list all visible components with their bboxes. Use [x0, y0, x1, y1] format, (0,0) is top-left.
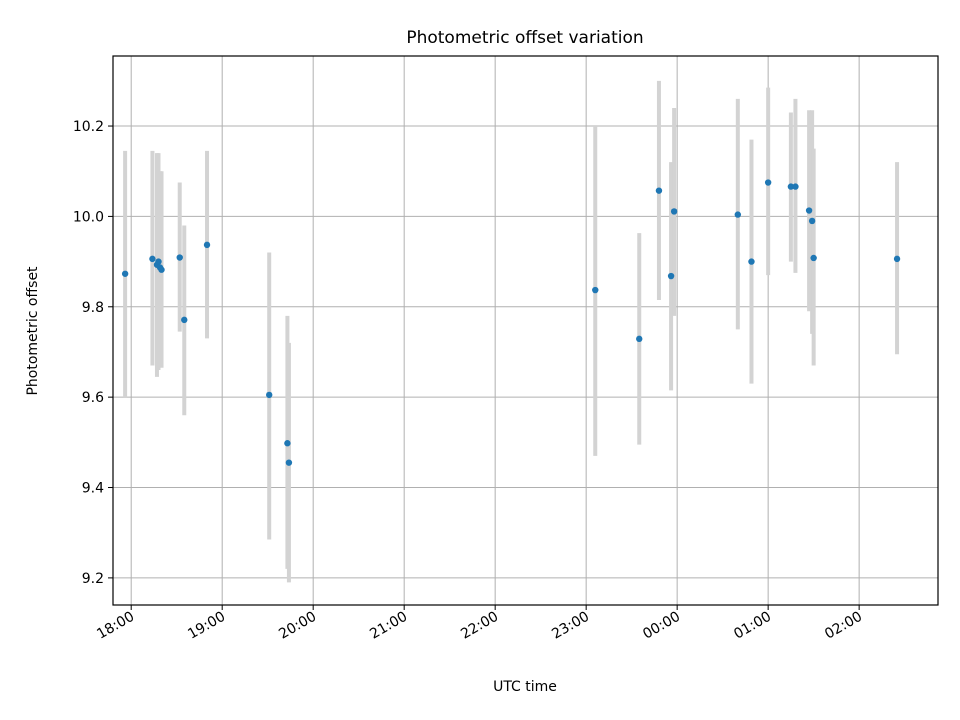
y-tick-label: 10.0 [73, 209, 104, 225]
y-tick-label: 9.6 [82, 390, 104, 406]
data-point [805, 207, 813, 214]
y-tick-label: 9.2 [82, 571, 104, 587]
y-tick-label: 9.8 [82, 300, 104, 316]
data-point [284, 440, 291, 447]
data-points [121, 179, 901, 466]
data-point [121, 270, 129, 277]
y-tick-label: 9.4 [82, 481, 104, 497]
data-point [285, 459, 293, 466]
x-tick-label: 22:00 [458, 609, 501, 643]
x-tick-label: 20:00 [276, 609, 319, 643]
data-point [787, 183, 795, 190]
data-point [266, 391, 273, 399]
x-tick-label: 23:00 [549, 609, 592, 643]
data-point [792, 183, 799, 190]
y-axis-label: Photometric offset [25, 266, 41, 396]
data-point [734, 211, 742, 218]
x-tick-label: 18:00 [94, 609, 137, 643]
data-point [808, 217, 816, 225]
data-point [893, 255, 901, 263]
data-point [764, 179, 772, 186]
data-point [155, 258, 162, 265]
data-point [158, 266, 165, 273]
chart-title: Photometric offset variation [406, 28, 643, 48]
data-point [655, 187, 663, 194]
x-axis-label: UTC time [493, 679, 557, 695]
x-tick-label: 01:00 [731, 609, 774, 643]
axis-ticks: 18:00 19:00 20:00 21:00 22:00 23:00 00:00 01:00… [73, 119, 865, 643]
x-tick-label: 21:00 [367, 609, 410, 643]
x-tick-label: 00:00 [640, 609, 683, 643]
data-point [181, 316, 188, 324]
plot-frame [112, 55, 939, 606]
data-point [636, 335, 643, 343]
x-tick-label: 02:00 [822, 609, 865, 643]
data-point [667, 272, 675, 280]
data-point [592, 286, 599, 294]
data-point [670, 208, 678, 215]
data-point [810, 254, 817, 262]
data-point [149, 255, 156, 263]
data-point [203, 241, 211, 249]
grid [113, 56, 938, 605]
x-tick-label: 19:00 [185, 609, 228, 643]
data-point [748, 258, 755, 265]
error-bars [123, 80, 900, 583]
y-tick-label: 10.2 [73, 119, 104, 135]
data-point [176, 254, 183, 261]
